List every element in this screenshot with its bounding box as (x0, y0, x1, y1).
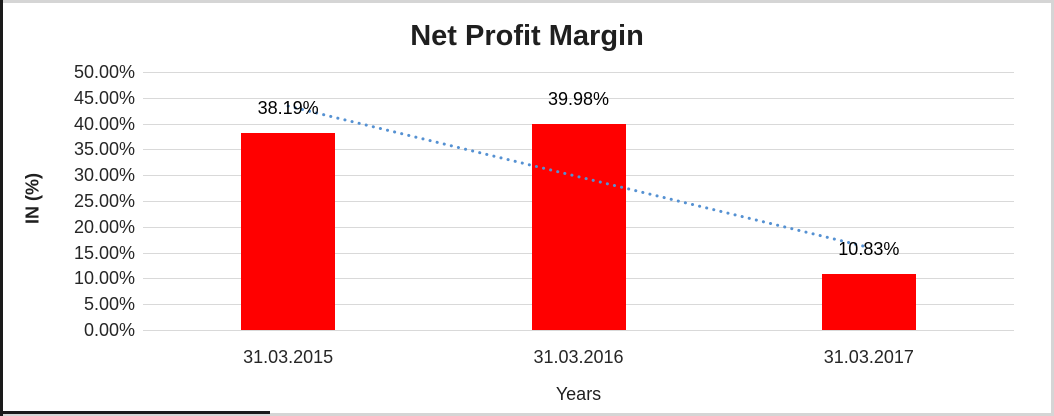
y-axis-tick-labels: 0.00% 5.00% 10.00% 15.00% 20.00% 25.00% 30.00%… (40, 0, 135, 416)
frame-bottom-left-edge (0, 411, 270, 414)
y-tick-label: 20.00% (73, 216, 135, 237)
y-tick-label: 50.00% (73, 62, 135, 82)
y-tick-label: 5.00% (83, 294, 135, 315)
gridline (143, 97, 1014, 99)
y-tick-label: 25.00% (73, 191, 135, 211)
bar-value-label: 38.19% (257, 97, 319, 118)
bar-value-label: 10.83% (838, 239, 900, 260)
bar (821, 274, 916, 330)
y-tick-label: 30.00% (73, 165, 135, 186)
x-tick-label: 31.03.2015 (243, 347, 334, 367)
y-tick-label: 10.00% (73, 268, 135, 289)
x-axis-title: Years (555, 384, 602, 404)
y-tick-label: 35.00% (73, 139, 135, 160)
x-tick-label: 31.03.2017 (823, 347, 914, 367)
y-tick-label: 45.00% (73, 87, 135, 108)
y-tick-label: 15.00% (73, 242, 135, 263)
chart-title: Net Profit Margin (410, 20, 644, 52)
plot-area: 38.19% 39.98% 10.83% (143, 72, 1014, 331)
trendline-dotted-line (286, 104, 871, 249)
bar (241, 132, 336, 330)
x-tick-label: 31.03.2016 (533, 347, 624, 367)
gridline (143, 72, 1014, 73)
y-tick-label: 40.00% (73, 113, 135, 134)
bar (531, 123, 626, 330)
gridline (143, 330, 1014, 331)
trendline (286, 104, 871, 249)
bar-value-label: 39.98% (547, 88, 610, 109)
y-tick-label: 0.00% (83, 320, 135, 340)
